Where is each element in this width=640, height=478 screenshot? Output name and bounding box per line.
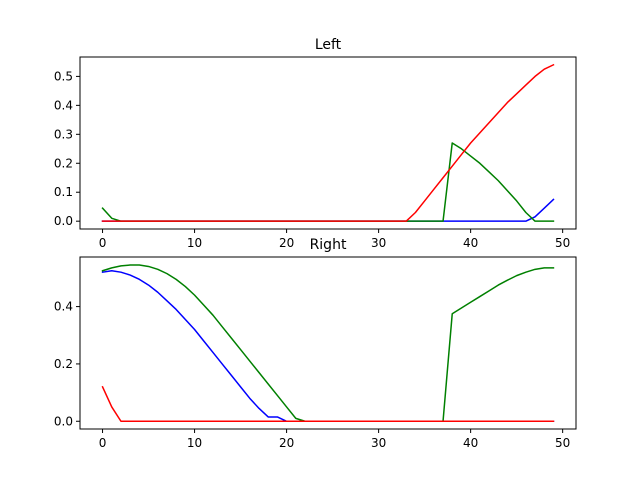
x-tick-label-left: 30 xyxy=(371,236,386,250)
subplot-left: 0.0 0.1 0.2 0.3 0.4 0.5 Left xyxy=(54,37,577,230)
x-tick-label-left: 50 xyxy=(555,236,570,250)
y-tick-label-left: 0.4 xyxy=(54,98,73,112)
x-tick-label-right: 10 xyxy=(187,436,202,450)
axes-frame-right xyxy=(79,256,577,430)
subplot-title-left: Left xyxy=(315,37,342,53)
x-tick-label-right: 0 xyxy=(99,436,107,450)
x-axis-left: 0 10 20 30 40 50 xyxy=(99,229,570,250)
axes-frame-left xyxy=(79,56,577,230)
y-tick-label-right: 0.4 xyxy=(54,300,73,314)
y-tick-label-right: 0.0 xyxy=(54,414,73,428)
series-line-red-left xyxy=(101,63,555,222)
y-tick-label-left: 0.2 xyxy=(54,156,73,170)
y-tick-label-left: 0.5 xyxy=(54,69,73,83)
x-tick-label-left: 0 xyxy=(99,236,107,250)
x-tick-label-right: 50 xyxy=(555,436,570,450)
y-tick-label-left: 0.0 xyxy=(54,214,73,228)
subplot-right: 0 10 20 30 40 50 0.0 0.2 0.4 xyxy=(54,256,577,450)
series-line-red-right xyxy=(101,385,555,423)
plot-area-right xyxy=(101,264,555,423)
x-axis-right: 0 10 20 30 40 50 xyxy=(99,429,570,450)
y-tick-label-left: 0.3 xyxy=(54,127,73,141)
y-tick-label-right: 0.2 xyxy=(54,357,73,371)
x-tick-label-left: 10 xyxy=(187,236,202,250)
x-tick-label-left: 40 xyxy=(463,236,478,250)
y-tick-label-left: 0.1 xyxy=(54,185,73,199)
x-tick-label-right: 30 xyxy=(371,436,386,450)
subplot-title-right: Right xyxy=(310,237,347,253)
x-tick-label-right: 40 xyxy=(463,436,478,450)
x-tick-label-left: 20 xyxy=(279,236,294,250)
plot-area-left xyxy=(101,63,555,222)
x-tick-label-right: 20 xyxy=(279,436,294,450)
y-axis-left: 0.0 0.1 0.2 0.3 0.4 0.5 xyxy=(54,69,80,228)
y-axis-right: 0.0 0.2 0.4 xyxy=(54,300,80,428)
